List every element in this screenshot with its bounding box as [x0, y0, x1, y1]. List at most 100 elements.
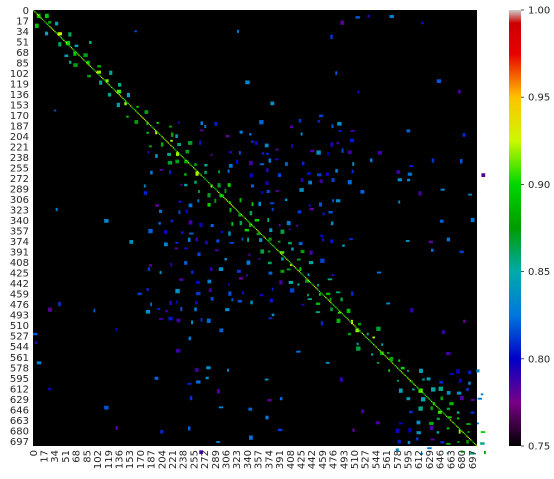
heatmap-cell: [317, 120, 321, 123]
diagonal-cell: [46, 23, 49, 25]
heatmap-cell: [284, 198, 288, 202]
heatmap-cell: [160, 429, 164, 434]
diagonal-cell: [93, 69, 95, 71]
heatmap-cell: [86, 60, 90, 65]
heatmap-cell: [407, 172, 413, 176]
diagonal-cell: [133, 108, 136, 111]
x-tick-label: 408: [286, 450, 297, 469]
colorbar-tick-label: 1.00: [528, 6, 550, 17]
diagonal-cell: [336, 308, 338, 310]
diagonal-cell: [294, 267, 297, 269]
diagonal-cell: [169, 143, 171, 145]
heatmap-cell: [205, 376, 209, 380]
heatmap-cell: [288, 280, 294, 284]
heatmap-cell: [210, 184, 213, 188]
diagonal-cell: [278, 251, 280, 253]
heatmap-cell: [228, 163, 233, 168]
diagonal-cell: [131, 106, 133, 108]
heatmap-cell: [195, 237, 199, 242]
diagonal-cell: [322, 294, 324, 296]
diagonal-cell: [114, 90, 117, 92]
heatmap-cell: [58, 301, 61, 307]
heatmap-cell: [264, 378, 269, 381]
heatmap-cell: [175, 152, 180, 156]
heatmap-cell: [317, 283, 319, 287]
x-tick-label: 119: [104, 450, 115, 469]
diagonal-cell: [424, 394, 426, 396]
heatmap-cell: [398, 422, 404, 425]
diagonal-cell: [443, 413, 445, 415]
heatmap-cell: [89, 40, 92, 45]
heatmap-cell: [400, 366, 405, 370]
x-tick-label: 697: [468, 450, 479, 469]
diagonal-cell: [245, 219, 248, 221]
heatmap-cell: [477, 422, 479, 425]
diagonal-cell: [138, 113, 141, 116]
heatmap-cell: [456, 391, 462, 395]
heatmap-cell: [176, 318, 181, 323]
diagonal-cell: [361, 332, 364, 335]
diagonal-cell: [379, 350, 381, 352]
heatmap-cell: [105, 79, 109, 83]
heatmap-cell: [217, 183, 221, 188]
diagonal-cell: [229, 202, 231, 205]
heatmap-cell: [146, 121, 149, 126]
x-tick-label: 306: [222, 450, 233, 469]
diagonal-cell: [415, 386, 418, 388]
diagonal-cell: [184, 158, 186, 160]
x-tick-label: 493: [339, 450, 350, 469]
diagonal-cell: [434, 404, 437, 406]
diagonal-cell: [174, 148, 176, 150]
heatmap-cell: [177, 121, 180, 124]
diagonal-cell: [313, 285, 316, 288]
diagonal-cell: [179, 153, 181, 155]
diagonal-cell: [248, 221, 250, 223]
diagonal-cell: [190, 164, 192, 166]
heatmap-cell: [346, 308, 351, 314]
heatmap-cell: [407, 178, 411, 182]
x-tick-label: 391: [275, 450, 286, 469]
diagonal-cell: [368, 339, 370, 341]
diagonal-cell: [45, 22, 47, 24]
heatmap-cell: [210, 296, 214, 301]
heatmap-cell: [208, 288, 212, 293]
heatmap-cell: [466, 439, 469, 444]
heatmap-cell: [184, 160, 189, 164]
y-tick-label: 408: [10, 258, 29, 269]
diagonal-cell: [48, 24, 50, 27]
heatmap-cell: [275, 189, 280, 192]
diagonal-cell: [318, 290, 321, 293]
heatmap-cell: [197, 199, 200, 203]
heatmap-cell: [279, 397, 283, 401]
diagonal-cell: [473, 442, 476, 445]
heatmap-cell: [237, 269, 241, 273]
heatmap-cell: [300, 132, 303, 136]
heatmap-cell: [246, 260, 251, 265]
x-tick-label: 340: [243, 450, 254, 469]
heatmap-cell: [167, 152, 171, 156]
heatmap-cell: [184, 173, 187, 176]
heatmap-cell: [227, 183, 231, 187]
diagonal-cell: [111, 86, 113, 88]
heatmap-cell: [177, 142, 181, 147]
diagonal-cell: [141, 116, 143, 118]
heatmap-cell: [307, 298, 312, 301]
diagonal-cell: [164, 138, 166, 140]
diagonal-cell: [67, 43, 69, 45]
heatmap-cell: [97, 65, 102, 68]
heatmap-cell: [410, 308, 414, 313]
x-tick-label: 612: [414, 450, 425, 469]
heatmap-cell: [408, 410, 413, 414]
y-tick-label: 442: [10, 279, 29, 290]
colorbar-tick-label: 0.75: [528, 442, 550, 453]
diagonal-cell: [286, 258, 288, 260]
heatmap-cell: [306, 293, 309, 297]
y-tick-label: 255: [10, 164, 29, 175]
heatmap-cell: [178, 200, 182, 203]
diagonal-cell: [393, 363, 395, 365]
diagonal-cell: [218, 191, 220, 194]
diagonal-cell: [374, 345, 376, 347]
heatmap-cell: [126, 115, 129, 118]
y-tick-label: 170: [10, 111, 29, 122]
diagonal-cell: [276, 248, 278, 250]
